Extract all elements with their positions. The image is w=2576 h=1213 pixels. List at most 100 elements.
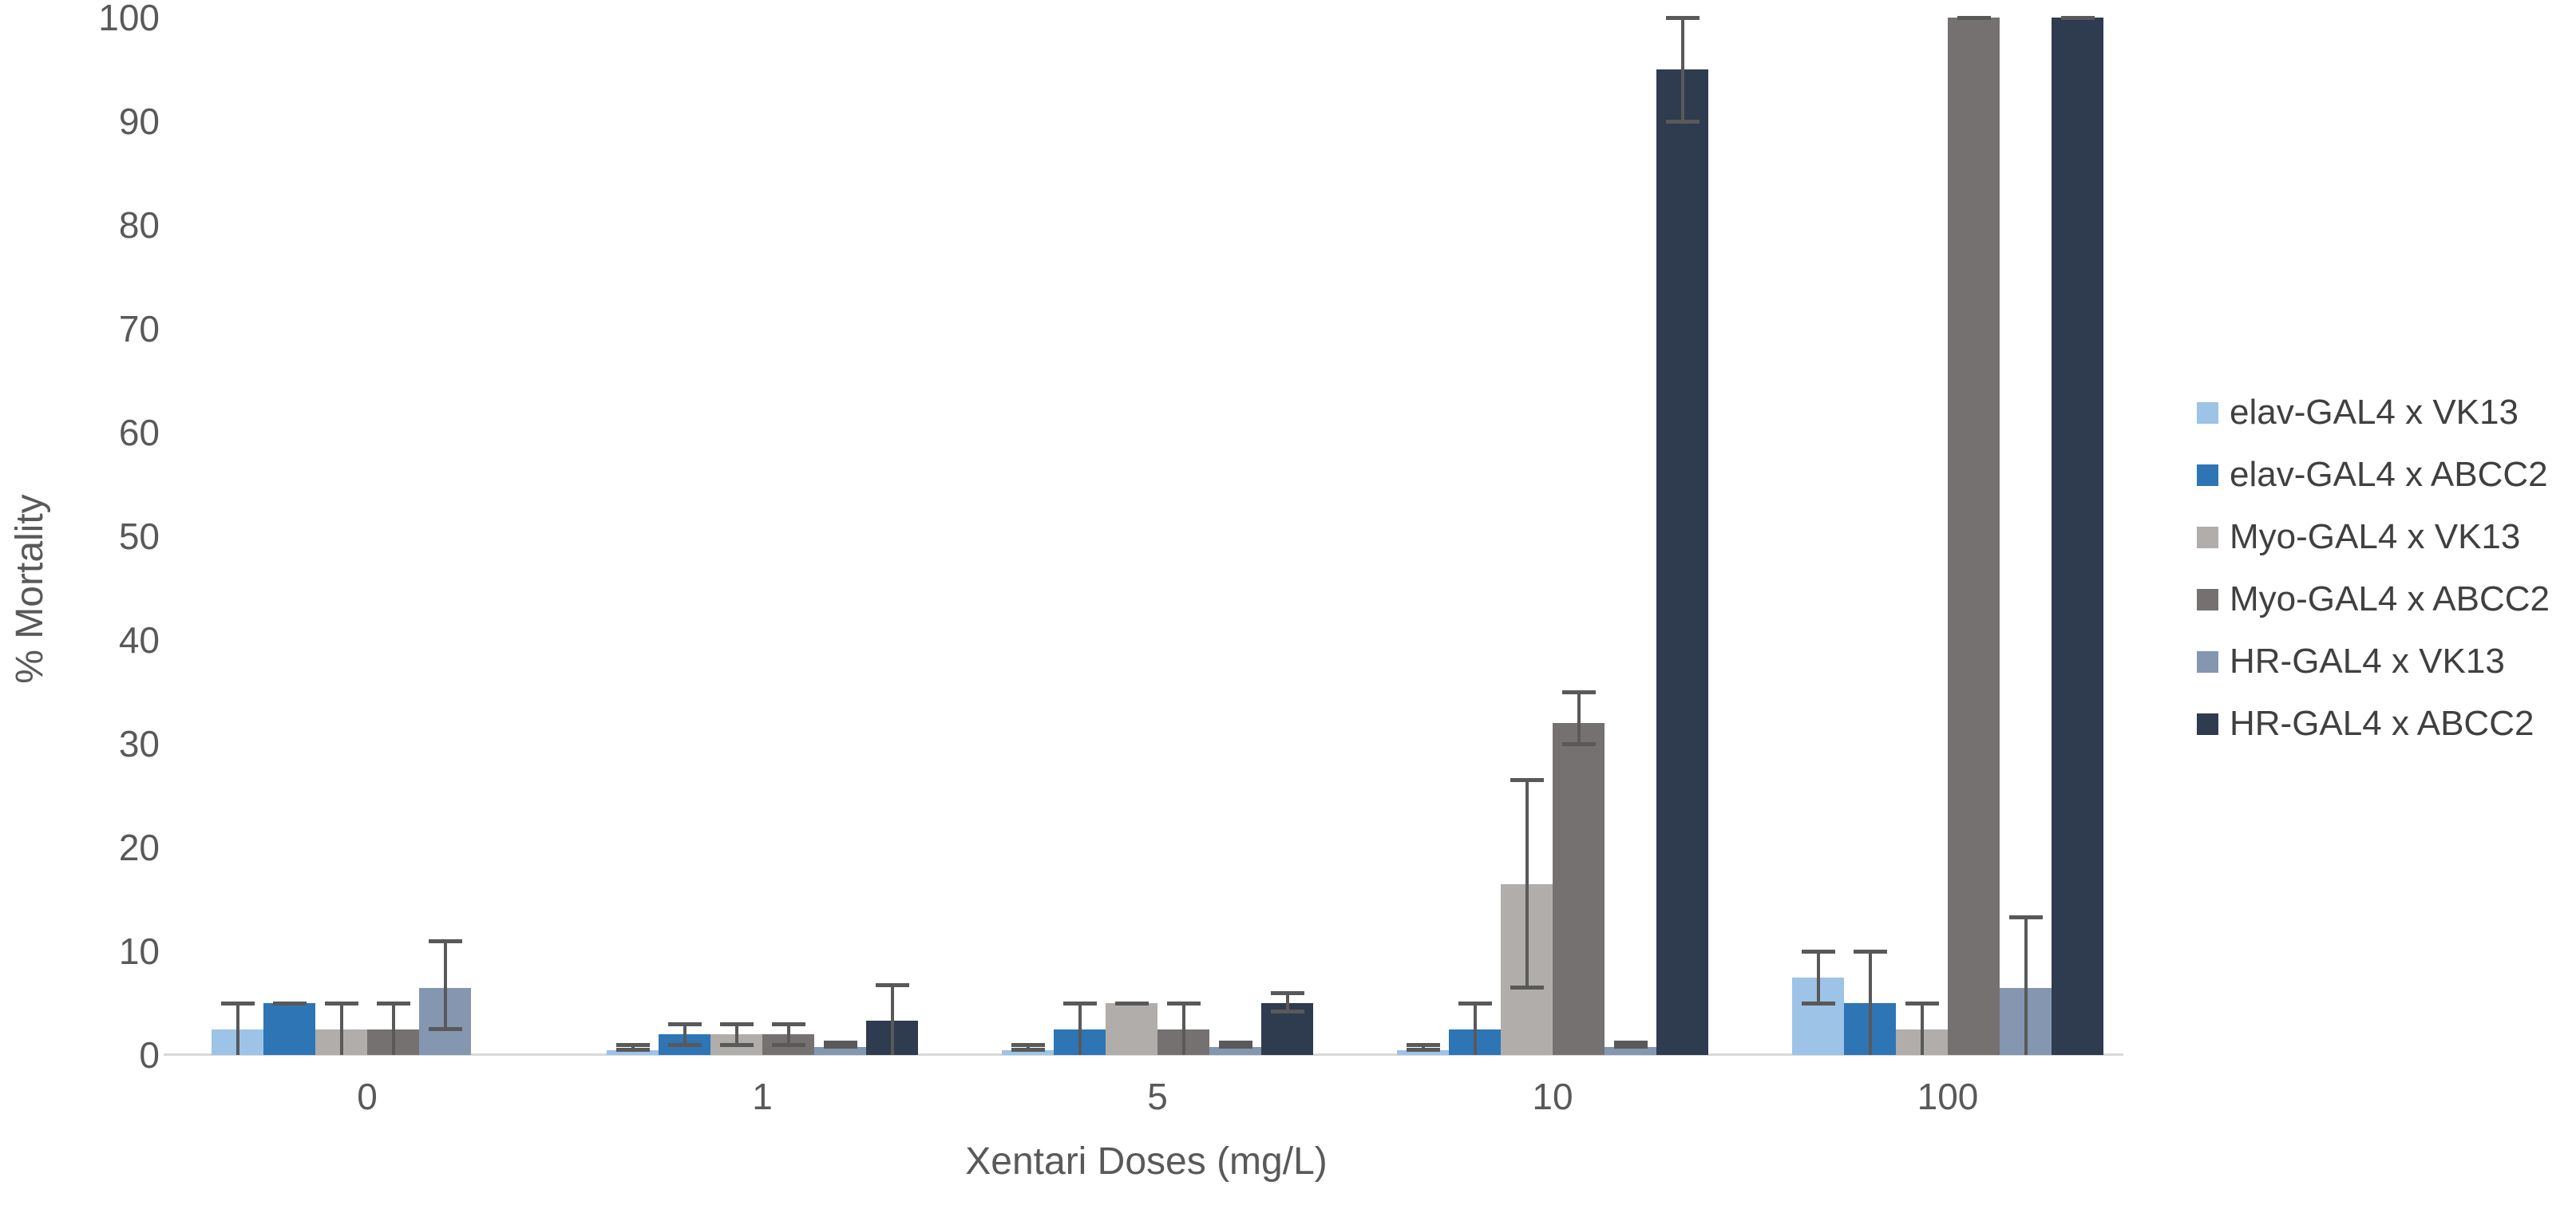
x-tick-label: 0	[357, 1076, 378, 1117]
error-bar-cap	[771, 1042, 805, 1047]
error-bar-whisker	[1628, 1042, 1632, 1047]
error-bar-cap	[1114, 1001, 1149, 1006]
error-bar-whisker	[1577, 692, 1581, 744]
legend-label: elav-GAL4 x ABCC2	[2230, 455, 2548, 494]
error-bar-whisker	[443, 941, 447, 1029]
bar	[1553, 723, 1605, 1055]
error-bar-whisker	[235, 1003, 239, 1055]
legend: elav-GAL4 x VK13 elav-GAL4 x ABCC2 Myo-GAL…	[2197, 381, 2550, 755]
error-bar-cap	[1957, 15, 1991, 20]
error-bar-whisker	[786, 1024, 790, 1045]
legend-swatch	[2197, 588, 2218, 610]
error-bar-whisker	[1920, 1003, 1924, 1055]
y-tick-label: 50	[118, 516, 160, 557]
error-bar-cap	[719, 1042, 754, 1047]
legend-swatch	[2197, 526, 2218, 548]
error-bar-cap	[2008, 915, 2043, 919]
error-bar-cap	[1665, 119, 1700, 124]
error-bar-cap	[1801, 1001, 1835, 1006]
legend-label: Myo-GAL4 x ABCC2	[2230, 579, 2550, 618]
error-bar-cap	[1510, 778, 1544, 782]
bar	[1605, 1046, 1656, 1055]
error-bar-whisker	[1525, 780, 1529, 988]
bar	[1397, 1049, 1449, 1055]
error-bar-cap	[875, 983, 909, 988]
error-bar-cap	[615, 1048, 650, 1052]
error-bar-cap	[2060, 15, 2095, 20]
error-bar-cap	[667, 1042, 702, 1047]
bar	[1002, 1049, 1054, 1055]
error-bar-cap	[1510, 986, 1544, 990]
legend-swatch	[2197, 650, 2218, 673]
bar	[1656, 69, 1708, 1055]
x-axis-title: Xentari Doses (mg/L)	[965, 1140, 1328, 1183]
y-tick-label: 60	[118, 412, 160, 453]
legend-item: Myo-GAL4 x ABCC2	[2197, 568, 2550, 630]
y-tick-label: 40	[118, 619, 160, 661]
error-bar-whisker	[339, 1003, 343, 1055]
error-bar-cap	[1853, 949, 1887, 954]
x-tick-label: 10	[1532, 1076, 1573, 1117]
legend-item: HR-GAL4 x ABCC2	[2197, 693, 2550, 755]
error-bar-whisker	[2024, 917, 2028, 1055]
error-bar-whisker	[1868, 951, 1872, 1055]
error-bar-cap	[428, 1027, 462, 1031]
bar	[814, 1046, 866, 1055]
error-bar-whisker	[734, 1024, 738, 1045]
x-tick-label: 5	[1147, 1076, 1168, 1117]
error-bar-cap	[1801, 949, 1835, 954]
legend-label: HR-GAL4 x VK13	[2230, 642, 2505, 681]
error-bar-whisker	[391, 1003, 395, 1055]
bar	[1209, 1046, 1261, 1055]
error-bar-cap	[1166, 1001, 1201, 1006]
y-tick-label: 70	[118, 308, 160, 350]
error-bar-cap	[1406, 1048, 1440, 1052]
error-bar-cap	[1665, 15, 1700, 20]
legend-item: HR-GAL4 x VK13	[2197, 630, 2550, 693]
error-bar-whisker	[683, 1024, 687, 1045]
y-tick-label: 20	[118, 827, 160, 868]
y-tick-label: 30	[118, 723, 160, 765]
error-bar-cap	[1561, 689, 1596, 694]
error-bar-whisker	[1680, 18, 1684, 121]
y-tick-label: 80	[118, 204, 160, 246]
error-bar-whisker	[1078, 1003, 1082, 1055]
error-bar-cap	[376, 1001, 410, 1006]
error-bar-cap	[324, 1001, 358, 1006]
error-bar-whisker	[1421, 1045, 1425, 1050]
error-bar-cap	[1613, 1040, 1648, 1045]
legend-swatch	[2197, 464, 2218, 486]
error-bar-cap	[719, 1021, 754, 1026]
error-bar-whisker	[1816, 951, 1820, 1003]
legend-label: HR-GAL4 x ABCC2	[2230, 704, 2534, 743]
error-bar-cap	[615, 1042, 650, 1047]
error-bar-whisker	[1181, 1003, 1185, 1055]
error-bar-cap	[823, 1045, 857, 1049]
x-tick-label: 1	[752, 1076, 773, 1117]
error-bar-cap	[1218, 1045, 1252, 1049]
bar	[1106, 1003, 1157, 1055]
legend-swatch	[2197, 401, 2218, 424]
error-bar-cap	[1270, 990, 1304, 995]
y-tick-label: 100	[98, 0, 160, 38]
x-tick-label: 100	[1917, 1076, 1979, 1117]
error-bar-cap	[220, 1001, 255, 1006]
legend-item: elav-GAL4 x VK13	[2197, 381, 2550, 444]
error-bar-whisker	[1026, 1045, 1030, 1050]
bar	[607, 1049, 659, 1055]
plot-area	[172, 15, 2122, 1055]
error-bar-cap	[1270, 1009, 1304, 1013]
legend-item: Myo-GAL4 x VK13	[2197, 506, 2550, 568]
bar	[263, 1003, 315, 1055]
y-tick-label: 90	[118, 101, 160, 142]
error-bar-whisker	[631, 1045, 635, 1050]
error-bar-whisker	[890, 985, 894, 1055]
error-bar-cap	[1011, 1048, 1045, 1052]
error-bar-whisker	[1473, 1003, 1477, 1055]
legend-label: elav-GAL4 x VK13	[2230, 393, 2519, 432]
error-bar-whisker	[1285, 993, 1289, 1012]
error-bar-cap	[1458, 1001, 1492, 1006]
legend-swatch	[2197, 713, 2218, 735]
error-bar-whisker	[1233, 1042, 1237, 1047]
